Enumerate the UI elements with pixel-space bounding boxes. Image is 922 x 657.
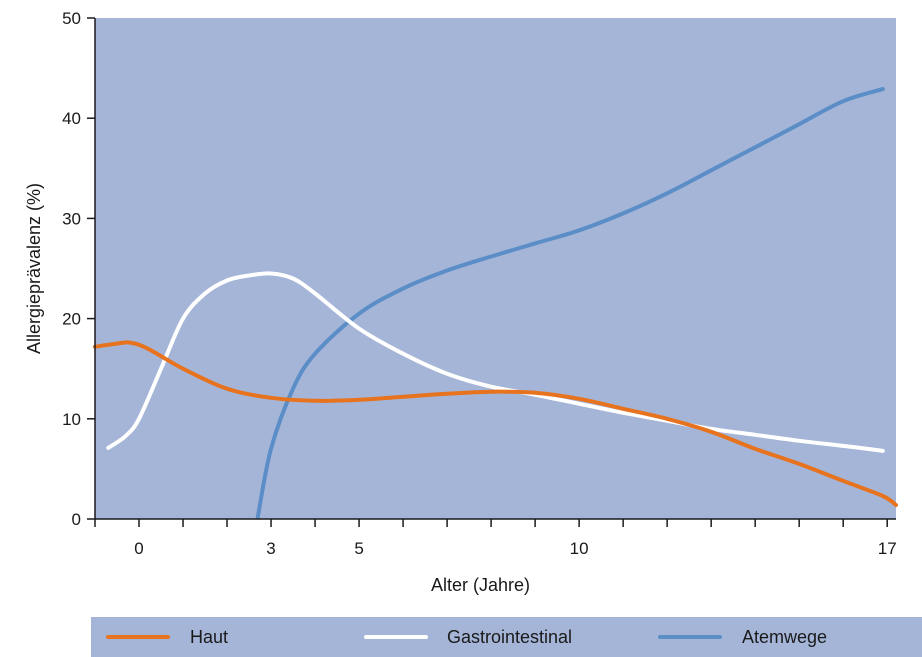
x-axis-label: Alter (Jahre) xyxy=(431,575,530,595)
series-line-haut xyxy=(93,340,898,507)
legend-box xyxy=(91,617,922,657)
y-tick-label: 10 xyxy=(62,410,81,429)
series-line-atemwege xyxy=(255,87,885,519)
legend-label-atemwege: Atemwege xyxy=(742,627,827,647)
y-tick-label: 20 xyxy=(62,310,81,329)
y-tick-label: 50 xyxy=(62,9,81,28)
axes-layer: 0 10 20 30 40 50 0 3 5 10 17 xyxy=(62,9,897,558)
x-tick-label: 10 xyxy=(570,539,589,558)
y-axis-label: Allergieprävalenz (%) xyxy=(24,183,44,354)
y-tick-label: 0 xyxy=(72,510,81,529)
y-tick-label: 30 xyxy=(62,209,81,228)
series-line-gastrointestinal xyxy=(106,271,885,453)
legend-label-gastrointestinal: Gastrointestinal xyxy=(447,627,572,647)
legend: Haut Gastrointestinal Atemwege xyxy=(91,617,922,657)
x-tick-label: 3 xyxy=(266,539,275,558)
y-tick-label: 40 xyxy=(62,109,81,128)
x-tick-label: 0 xyxy=(134,539,143,558)
series-layer xyxy=(93,87,898,519)
x-tick-label: 5 xyxy=(354,539,363,558)
x-tick-label: 17 xyxy=(878,539,897,558)
legend-label-haut: Haut xyxy=(190,627,228,647)
plot-area xyxy=(95,18,896,519)
